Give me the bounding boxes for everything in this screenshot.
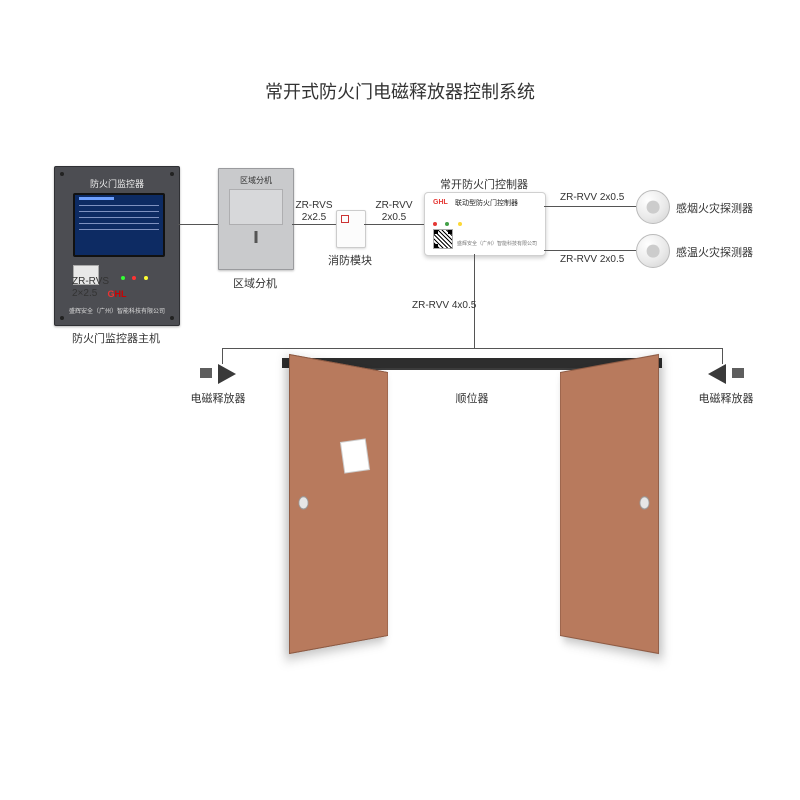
- host-header: 防火门监控器: [55, 177, 179, 190]
- fire-module: [336, 210, 366, 248]
- wire-region-module: [292, 224, 336, 225]
- heat-label: 感温火灾探测器: [676, 244, 753, 260]
- heat-detector: [636, 234, 670, 268]
- cable-region-module-2: 2x2.5: [290, 212, 338, 223]
- smoke-label: 感烟火灾探测器: [676, 200, 753, 216]
- cable-ctrl-door: ZR-RVV 4x0.5: [412, 300, 476, 311]
- cable-ctrl-heat: ZR-RVV 2x0.5: [560, 254, 624, 265]
- controller-brand: GHL: [433, 199, 448, 206]
- page-title: 常开式防火门电磁释放器控制系统: [0, 78, 800, 104]
- wire-top-rail: [222, 348, 722, 349]
- release-left: [200, 360, 236, 386]
- host-label: 防火门监控器主机: [54, 330, 178, 346]
- region-label: 区域分机: [210, 275, 300, 291]
- cable-module-ctrl-1: ZR-RVV: [366, 200, 422, 211]
- release-right: [708, 360, 744, 386]
- wire-ctrl-smoke: [544, 206, 636, 207]
- region-header: 区域分机: [219, 175, 293, 186]
- release-left-label: 电磁释放器: [178, 390, 258, 406]
- controller-header: 联动型防火门控制器: [455, 198, 518, 208]
- host-cable-label-2: 2×2.5: [72, 288, 97, 299]
- cable-region-module-1: ZR-RVS: [290, 200, 338, 211]
- door-sticker: [340, 438, 370, 473]
- door-leaf-left: [289, 354, 388, 654]
- diagram-stage: 常开式防火门电磁释放器控制系统 防火门监控器 GHL 盛辉安全（广州）智能科技有…: [0, 0, 800, 800]
- host-cable-label-1: ZR-RVS: [72, 276, 109, 287]
- wire-module-ctrl: [364, 224, 424, 225]
- wire-host-region: [178, 224, 218, 225]
- host-cabinet: 防火门监控器 GHL 盛辉安全（广州）智能科技有限公司: [54, 166, 180, 326]
- smoke-detector: [636, 190, 670, 224]
- fire-module-label: 消防模块: [314, 252, 386, 268]
- controller-small-text: 盛辉安全（广州）智能科技有限公司: [457, 240, 537, 247]
- cable-ctrl-smoke: ZR-RVV 2x0.5: [560, 192, 624, 203]
- controller-label: 常开防火门控制器: [424, 176, 544, 192]
- host-footer: 盛辉安全（广州）智能科技有限公司: [55, 306, 179, 315]
- release-right-label: 电磁释放器: [686, 390, 766, 406]
- controller: GHL 联动型防火门控制器 盛辉安全（广州）智能科技有限公司: [424, 192, 546, 256]
- door-leaf-right: [560, 354, 659, 654]
- region-box: 区域分机: [218, 168, 294, 270]
- cable-module-ctrl-2: 2x0.5: [366, 212, 422, 223]
- wire-ctrl-heat: [544, 250, 636, 251]
